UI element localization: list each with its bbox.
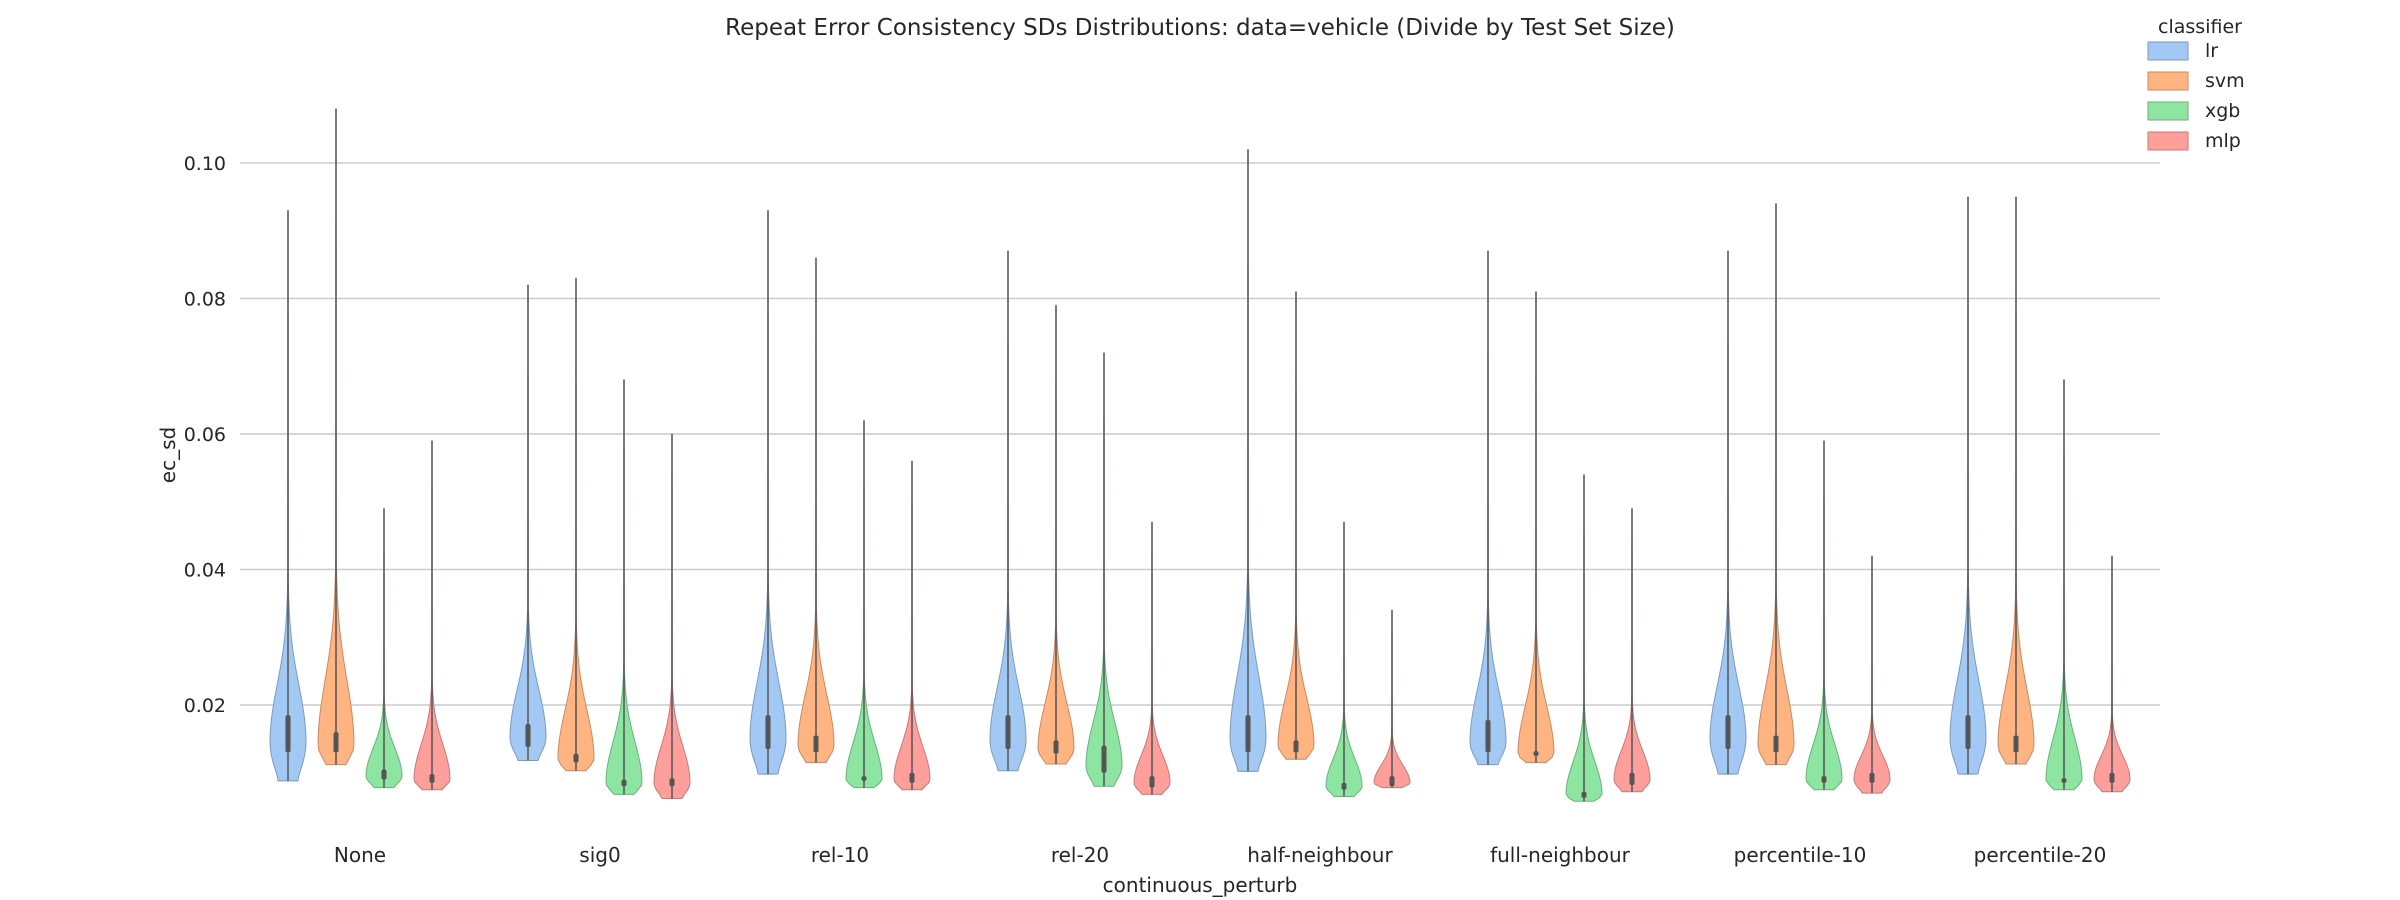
category-label: sig0	[579, 843, 620, 867]
box-mlp-None	[430, 774, 435, 783]
box-xgb-full-neighbour	[1582, 792, 1587, 798]
category-label: full-neighbour	[1490, 843, 1631, 867]
box-svm-percentile-10	[1774, 735, 1779, 752]
chart-title: Repeat Error Consistency SDs Distributio…	[725, 15, 1675, 41]
category-label: rel-20	[1051, 843, 1109, 867]
box-lr-full-neighbour	[1486, 720, 1491, 753]
box-mlp-sig0	[670, 778, 675, 786]
box-mlp-percentile-20	[2110, 773, 2115, 783]
box-svm-percentile-20	[2014, 735, 2019, 752]
y-axis-label: ec_sd	[156, 427, 180, 483]
legend-swatch-svm	[2148, 72, 2188, 90]
category-label: half-neighbour	[1247, 843, 1393, 867]
legend-swatch-lr	[2148, 42, 2188, 60]
legend: classifier lr svm xgb mlp	[2148, 16, 2245, 152]
y-tick-labels: 0.02 0.04 0.06 0.08 0.10	[184, 153, 226, 717]
box-lr-None	[286, 715, 291, 752]
box-mlp-rel-20	[1150, 776, 1155, 788]
legend-label-svm: svm	[2205, 70, 2245, 92]
box-xgb-percentile-10	[1822, 776, 1827, 783]
box-xgb-percentile-20	[2062, 778, 2067, 783]
legend-swatch-xgb	[2148, 102, 2188, 120]
y-tick-label: 0.10	[184, 153, 226, 175]
y-tick-label: 0.06	[184, 424, 226, 446]
box-lr-percentile-10	[1726, 715, 1731, 749]
box-svm-rel-20	[1054, 740, 1059, 754]
box-lr-sig0	[526, 724, 531, 747]
box-lr-half-neighbour	[1246, 715, 1251, 752]
legend-label-xgb: xgb	[2205, 100, 2240, 122]
legend-label-mlp: mlp	[2205, 130, 2241, 152]
box-lr-rel-20	[1006, 715, 1011, 749]
category-label: percentile-20	[1974, 843, 2107, 867]
box-xgb-half-neighbour	[1342, 783, 1347, 790]
legend-label-lr: lr	[2205, 40, 2218, 62]
box-svm-rel-10	[814, 735, 819, 752]
y-tick-label: 0.02	[184, 695, 226, 717]
category-label: rel-10	[811, 843, 869, 867]
category-label: None	[334, 843, 386, 867]
legend-swatch-mlp	[2148, 132, 2188, 150]
box-mlp-full-neighbour	[1630, 773, 1635, 785]
violins	[270, 109, 2130, 801]
category-label: percentile-10	[1734, 843, 1867, 867]
y-tick-label: 0.04	[184, 560, 226, 582]
box-svm-full-neighbour	[1534, 751, 1539, 756]
box-mlp-half-neighbour	[1390, 776, 1395, 786]
box-xgb-sig0	[622, 780, 627, 787]
box-lr-percentile-20	[1966, 715, 1971, 749]
x-axis-label: continuous_perturb	[1103, 873, 1298, 897]
box-svm-None	[334, 732, 339, 752]
legend-title: classifier	[2158, 16, 2242, 38]
box-lr-rel-10	[766, 715, 771, 749]
box-svm-sig0	[574, 754, 579, 763]
box-xgb-None	[382, 769, 387, 779]
box-xgb-rel-10	[862, 776, 867, 781]
category-labels: None sig0 rel-10 rel-20 half-neighbour full-n…	[334, 843, 2106, 867]
y-tick-label: 0.08	[184, 289, 226, 311]
box-mlp-percentile-10	[1870, 773, 1875, 783]
box-xgb-rel-20	[1102, 746, 1107, 773]
box-svm-half-neighbour	[1294, 740, 1299, 752]
box-mlp-rel-10	[910, 773, 915, 783]
